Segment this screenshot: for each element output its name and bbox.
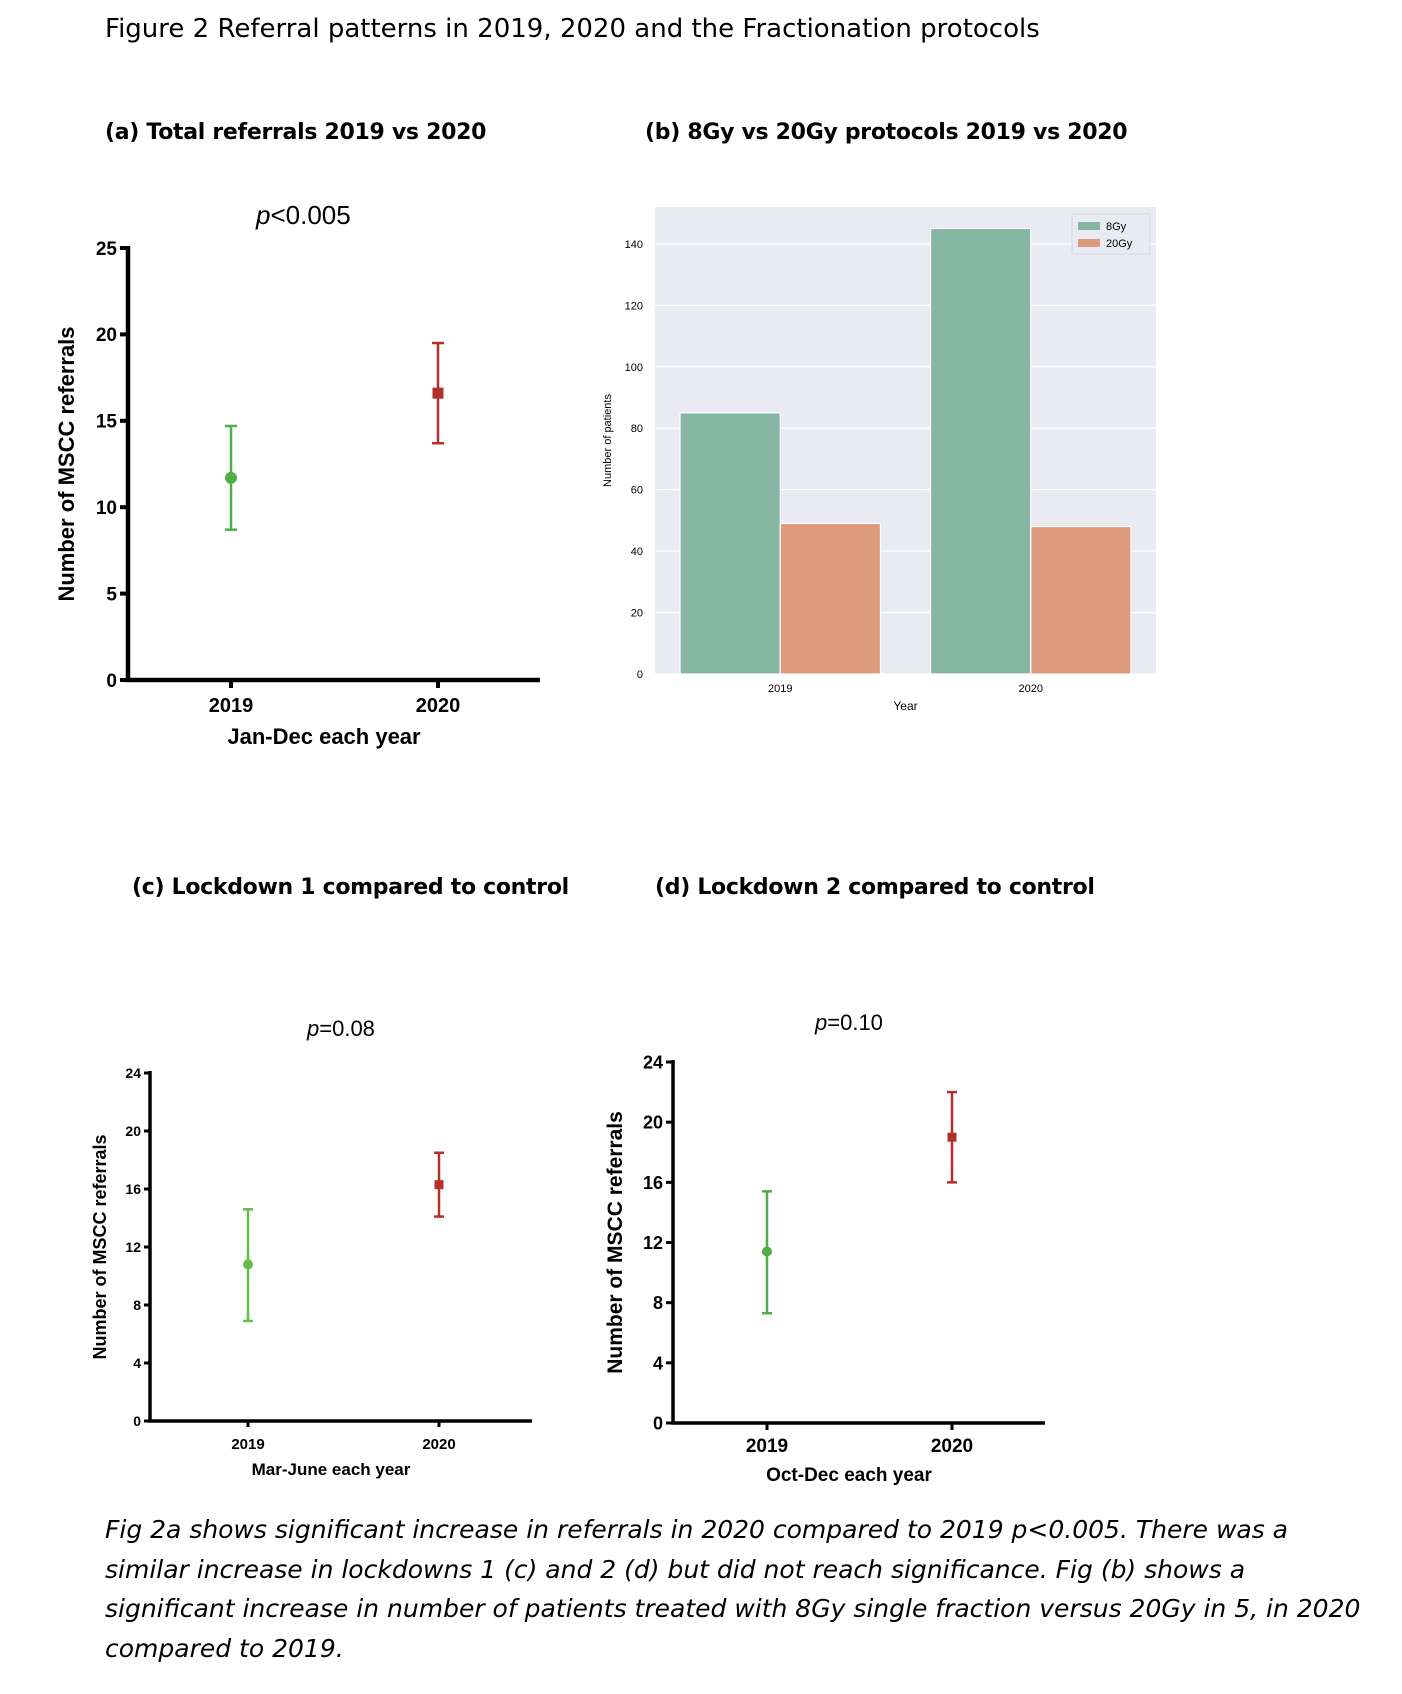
chart-d-y-tick-label: 8 [653,1293,663,1313]
chart-b-y-tick-label: 60 [631,485,643,497]
chart-b-legend-label-8Gy: 8Gy [1106,221,1127,233]
chart-a-point-2020 [432,387,444,399]
panel-a-pvalue: p<0.005 [256,200,351,230]
chart-b-bar-20Gy-2020 [1030,525,1132,675]
chart-b-y-tick-label: 40 [631,546,643,558]
chart-d-point-2019 [762,1246,772,1257]
chart-a-y-tick-label: 0 [106,671,117,692]
chart-c-y-tick-label: 24 [125,1065,141,1081]
figure-caption: Fig 2a shows significant increase in ref… [105,1515,1361,1663]
chart-a-y-tick-label: 25 [96,239,118,260]
chart-c-y-tick-label: 12 [125,1239,141,1255]
chart-c-y-tick-label: 0 [133,1413,141,1429]
chart-a-y-tick-label: 10 [96,498,117,519]
chart-a-x-tick-label: 2019 [209,695,254,717]
chart-b-legend-label-20Gy: 20Gy [1106,238,1133,250]
chart-b-y-tick-label: 120 [625,300,643,312]
chart-c-y-tick-label: 4 [133,1355,141,1371]
chart-d-y-tick-label: 4 [653,1353,663,1373]
chart-b-legend-swatch-8Gy [1078,222,1100,230]
chart-a-y-axis-label: Number of MSCC referrals [54,326,79,601]
panel-c-pvalue: p=0.08 [307,1016,375,1041]
panel-b-heading: (b) 8Gy vs 20Gy protocols 2019 vs 2020 [645,120,1128,145]
chart-b-x-tick-label: 2020 [1019,683,1043,695]
chart-a-y-tick-label: 15 [96,412,118,433]
chart-a-x-axis-label: Jan-Dec each year [227,724,421,749]
chart-d-y-tick-label: 0 [653,1413,663,1433]
panel-c-heading: (c) Lockdown 1 compared to control [132,875,569,900]
chart-c-point-2020 [434,1180,444,1190]
chart-b-y-tick-label: 100 [625,362,643,374]
chart-d-x-axis-label: Oct-Dec each year [766,1465,932,1486]
chart-a-y-tick-label: 5 [106,584,117,605]
chart-c-x-tick-label: 2019 [231,1436,264,1453]
figure-title: Figure 2 Referral patterns in 2019, 2020… [105,14,1040,44]
chart-a-point-2019 [225,471,237,484]
chart-b-y-tick-label: 140 [625,239,643,251]
chart-c-y-tick-label: 20 [125,1123,141,1139]
chart-d-y-tick-label: 16 [643,1173,663,1193]
chart-c-x-axis-label: Mar-June each year [252,1460,411,1479]
chart-b-legend-swatch-20Gy [1078,239,1100,247]
panel-d-pvalue: p=0.10 [815,1010,883,1035]
chart-b-x-tick-label: 2019 [768,683,792,695]
chart-c-y-tick-label: 8 [133,1297,141,1313]
chart-d-x-tick-label: 2019 [746,1436,788,1457]
chart-d-y-tick-label: 24 [643,1052,663,1072]
chart-b-x-axis-label: Year [893,699,917,713]
panel-a-heading: (a) Total referrals 2019 vs 2020 [105,120,487,145]
chart-c-x-tick-label: 2020 [422,1436,455,1453]
chart-d-y-tick-label: 12 [643,1233,663,1253]
chart-c-y-tick-label: 16 [125,1181,141,1197]
chart-b-y-tick-label: 0 [637,669,643,681]
chart-b-y-tick-label: 20 [631,608,643,620]
chart-b-bar-8Gy-2019 [679,412,781,675]
chart-d-x-tick-label: 2020 [931,1436,973,1457]
chart-a-y-tick-label: 20 [96,325,117,346]
chart-b-bar-8Gy-2020 [929,227,1032,675]
chart-c-point-2019 [243,1259,253,1270]
chart-d-y-tick-label: 20 [643,1113,663,1133]
panel-d-heading: (d) Lockdown 2 compared to control [655,875,1095,900]
chart-d-point-2020 [947,1132,957,1142]
chart-d-y-axis-label: Number of MSCC referrals [604,1111,627,1374]
chart-b-y-axis-label: Number of patients [602,394,614,487]
chart-b-y-tick-label: 80 [631,423,643,435]
chart-c-y-axis-label: Number of MSCC referrals [90,1134,110,1359]
chart-a-x-tick-label: 2020 [416,695,461,717]
chart-b-bar-20Gy-2019 [779,522,882,675]
